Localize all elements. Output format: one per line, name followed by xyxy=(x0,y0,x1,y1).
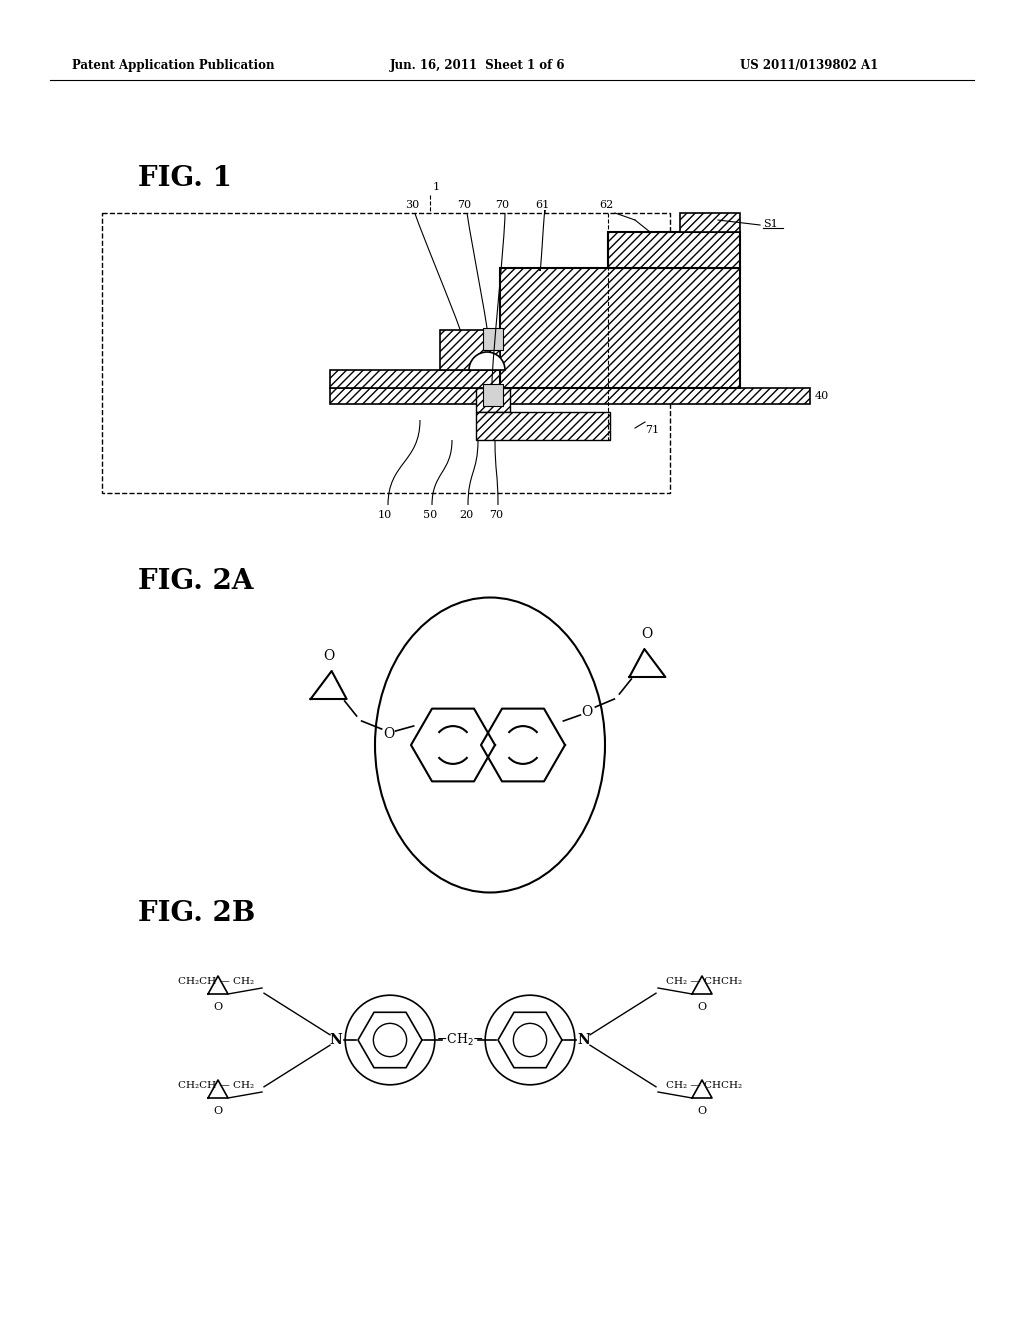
Bar xyxy=(483,327,503,350)
Text: O: O xyxy=(582,705,593,719)
Text: FIG. 1: FIG. 1 xyxy=(138,165,231,191)
Text: CH₂ — CHCH₂: CH₂ — CHCH₂ xyxy=(666,977,742,986)
Text: O: O xyxy=(213,1002,222,1012)
Bar xyxy=(440,330,500,370)
Text: US 2011/0139802 A1: US 2011/0139802 A1 xyxy=(740,58,879,71)
Bar xyxy=(476,412,610,440)
Text: 50: 50 xyxy=(423,510,437,520)
Bar xyxy=(330,370,500,388)
Text: O: O xyxy=(697,1106,707,1115)
Wedge shape xyxy=(469,352,505,370)
Text: 61: 61 xyxy=(535,201,549,210)
Text: O: O xyxy=(383,727,394,741)
Text: Patent Application Publication: Patent Application Publication xyxy=(72,58,274,71)
Text: FIG. 2B: FIG. 2B xyxy=(138,900,255,927)
Text: 71: 71 xyxy=(645,425,659,436)
Text: 70: 70 xyxy=(457,201,471,210)
Bar xyxy=(608,232,740,268)
Bar xyxy=(680,213,740,232)
Text: 10: 10 xyxy=(378,510,392,520)
Bar xyxy=(476,412,610,440)
Text: 70: 70 xyxy=(488,510,503,520)
Bar xyxy=(680,213,740,232)
Text: N: N xyxy=(578,1034,591,1047)
Text: O: O xyxy=(697,1002,707,1012)
Bar xyxy=(608,232,740,268)
Text: 30: 30 xyxy=(404,201,419,210)
Bar xyxy=(500,268,740,388)
Text: O: O xyxy=(323,649,334,663)
Bar xyxy=(330,388,810,404)
Text: O: O xyxy=(642,627,653,642)
Text: $-$CH$_2$$-$: $-$CH$_2$$-$ xyxy=(436,1032,484,1048)
Text: O: O xyxy=(213,1106,222,1115)
Bar xyxy=(476,388,510,412)
Bar xyxy=(330,388,810,404)
Text: 40: 40 xyxy=(815,391,829,401)
Text: 70: 70 xyxy=(495,201,509,210)
Bar xyxy=(476,388,510,412)
Text: FIG. 2A: FIG. 2A xyxy=(138,568,254,595)
Bar xyxy=(102,213,670,492)
Text: 20: 20 xyxy=(459,510,473,520)
Text: 1: 1 xyxy=(433,182,440,191)
Text: CH₂CH — CH₂: CH₂CH — CH₂ xyxy=(178,1081,254,1090)
Bar xyxy=(330,370,500,388)
Text: Jun. 16, 2011  Sheet 1 of 6: Jun. 16, 2011 Sheet 1 of 6 xyxy=(390,58,565,71)
Text: CH₂CH — CH₂: CH₂CH — CH₂ xyxy=(178,977,254,986)
Text: S1: S1 xyxy=(763,219,778,228)
Bar xyxy=(500,268,740,388)
Text: N: N xyxy=(330,1034,342,1047)
Bar xyxy=(483,384,503,407)
Text: CH₂ — CHCH₂: CH₂ — CHCH₂ xyxy=(666,1081,742,1090)
Text: 62: 62 xyxy=(599,201,613,210)
Bar xyxy=(440,330,500,370)
